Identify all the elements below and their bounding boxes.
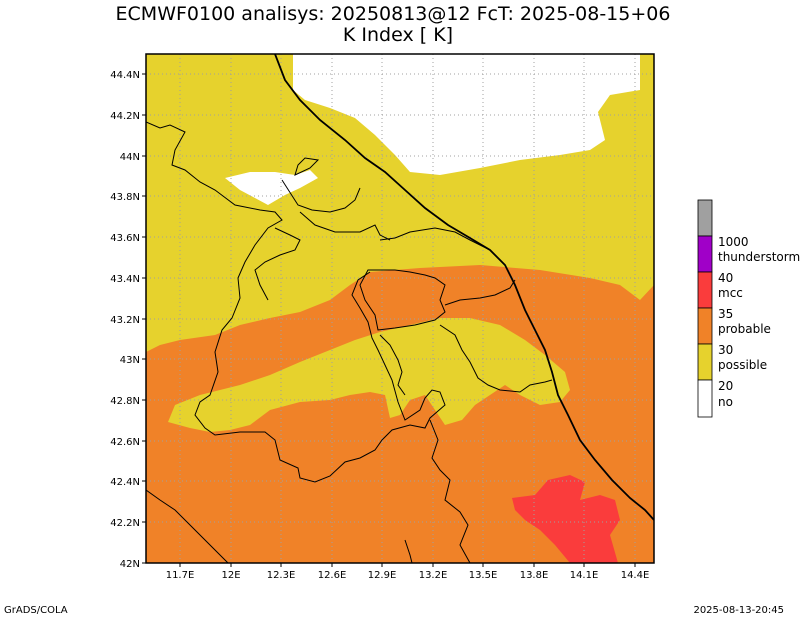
no-zone-inland bbox=[225, 170, 318, 205]
footer-credit: GrADS/COLA bbox=[4, 605, 68, 616]
lon-tick-label: 11.7E bbox=[166, 570, 195, 581]
legend-name: probable bbox=[718, 322, 771, 336]
legend-name: mcc bbox=[718, 286, 743, 300]
legend-value: 30 bbox=[718, 343, 733, 357]
footer-timestamp: 2025-08-13-20:45 bbox=[693, 605, 784, 616]
axis-tick-marks bbox=[142, 73, 636, 567]
plot-frame bbox=[145, 53, 655, 564]
legend-swatch-mcc bbox=[697, 271, 713, 309]
lat-tick-label: 44N bbox=[120, 152, 140, 163]
legend-labels: 1000 thunderstorm 40 mcc 35 probable 30 … bbox=[718, 235, 800, 409]
title-line-1: ECMWF0100 analisys: 20250813@12 FcT: 202… bbox=[116, 3, 671, 25]
grid-lines bbox=[146, 54, 654, 563]
legend-swatch-no bbox=[697, 379, 713, 418]
lon-tick-label: 12.3E bbox=[267, 570, 296, 581]
legend-colorbar bbox=[697, 199, 713, 418]
lon-tick-label: 13.2E bbox=[419, 570, 448, 581]
lat-tick-label: 44.4N bbox=[110, 70, 140, 81]
regional-boundaries bbox=[146, 121, 553, 563]
lon-tick-label: 14.1E bbox=[570, 570, 599, 581]
possible-zone-central bbox=[168, 318, 570, 432]
lat-tick-label: 42.4N bbox=[110, 477, 140, 488]
map-plot-area bbox=[146, 54, 654, 563]
lon-tick-label: 12.6E bbox=[318, 570, 347, 581]
lat-tick-label: 42N bbox=[120, 559, 140, 570]
legend-value: 40 bbox=[718, 271, 733, 285]
lat-tick-label: 42.8N bbox=[110, 396, 140, 407]
legend-swatch-probable bbox=[697, 307, 713, 345]
legend-swatch-possible bbox=[697, 343, 713, 381]
legend-name: no bbox=[718, 395, 733, 409]
legend-name: thunderstorm bbox=[718, 250, 800, 264]
lon-tick-label: 13.5E bbox=[469, 570, 498, 581]
lat-tick-label: 42.6N bbox=[110, 437, 140, 448]
coastline bbox=[274, 54, 654, 521]
lat-tick-label: 43.8N bbox=[110, 192, 140, 203]
lat-tick-label: 43.6N bbox=[110, 233, 140, 244]
legend-value: 35 bbox=[718, 307, 733, 321]
legend-swatch-top bbox=[697, 199, 713, 237]
legend-value: 20 bbox=[718, 379, 733, 393]
lat-tick-label: 44.2N bbox=[110, 111, 140, 122]
lat-tick-labels: 42N 42.2N 42.4N 42.6N 42.8N 43N 43.2N 43… bbox=[110, 70, 140, 570]
title-line-2: K Index [ K] bbox=[343, 24, 453, 46]
legend-value: 1000 bbox=[718, 235, 749, 249]
lon-tick-labels: 11.7E 12E 12.3E 12.6E 12.9E 13.2E 13.5E … bbox=[166, 570, 650, 581]
lon-tick-label: 13.8E bbox=[520, 570, 549, 581]
lon-tick-label: 12.9E bbox=[368, 570, 397, 581]
legend-name: possible bbox=[718, 358, 767, 372]
legend-swatch-thunderstorm bbox=[697, 235, 713, 273]
lon-tick-label: 12E bbox=[221, 570, 240, 581]
lat-tick-label: 43.2N bbox=[110, 315, 140, 326]
lat-tick-label: 42.2N bbox=[110, 518, 140, 529]
lat-tick-label: 43N bbox=[120, 355, 140, 366]
mcc-zone bbox=[512, 475, 620, 563]
lat-tick-label: 43.4N bbox=[110, 274, 140, 285]
lon-tick-label: 14.4E bbox=[621, 570, 650, 581]
